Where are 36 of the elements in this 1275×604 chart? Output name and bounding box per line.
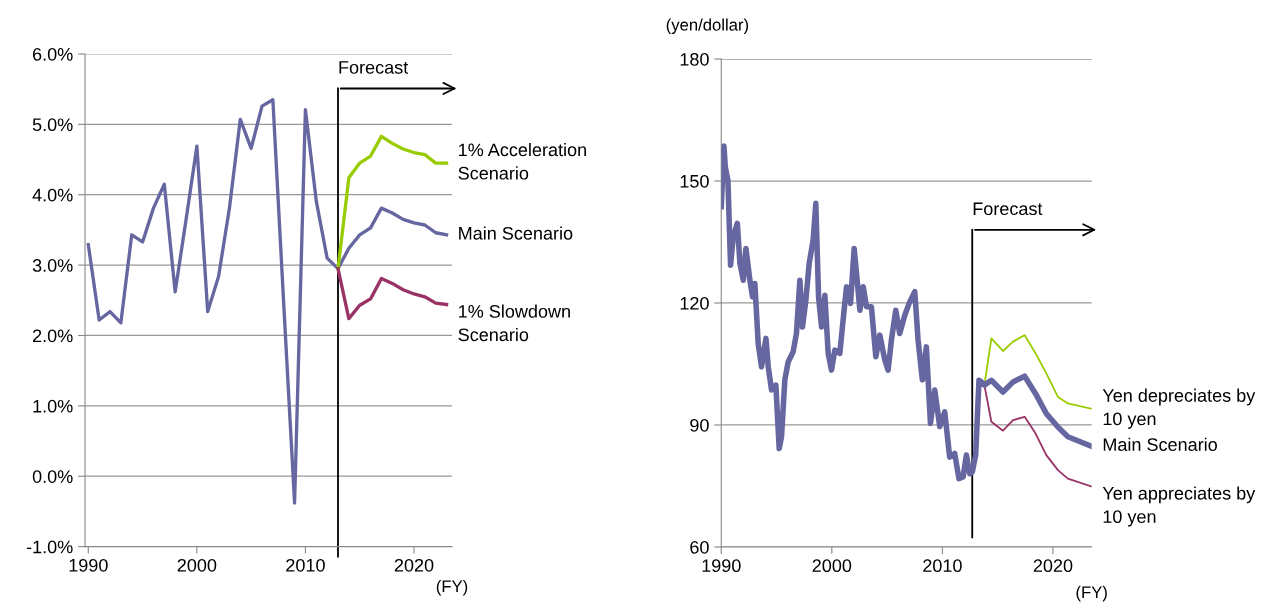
y-tick-label: 5.0% — [32, 118, 73, 132]
ref-line-label: Forecast — [339, 61, 409, 74]
x-tick-label: 1990 — [69, 558, 108, 572]
series-label: Main Scenario — [1103, 437, 1217, 451]
y-tick-label: 6.0% — [33, 47, 73, 61]
line-series — [86, 98, 449, 505]
x-tick-label: 2010 — [286, 558, 325, 572]
x-axis-title: (FY) — [436, 579, 468, 596]
x-tick-label: 2000 — [812, 559, 852, 573]
y-tick-label: 150 — [680, 174, 709, 188]
x-tick-label: 2000 — [177, 558, 217, 572]
x-tick-label: 2010 — [923, 559, 962, 573]
series-label: Yen depreciates by 10 yen — [1102, 388, 1256, 429]
x-axis-title: (FY) — [1076, 585, 1107, 602]
y-tick-label: 3.0% — [32, 259, 73, 272]
y-axis-title: (yen/dollar) — [666, 18, 749, 35]
x-tick-label: 2020 — [394, 558, 434, 572]
y-tick-label: 120 — [680, 296, 709, 310]
x-tick-label: 1990 — [702, 559, 741, 573]
ref-line-label: Forecast — [973, 202, 1043, 216]
y-tick-label: 180 — [680, 52, 709, 66]
series-label: 1% Acceleration Scenario — [458, 142, 586, 180]
series-label: Main Scenario — [459, 226, 573, 240]
y-tick-label: 60 — [690, 540, 709, 554]
y-tick-label: 4.0% — [32, 188, 73, 202]
line-series — [983, 334, 1092, 410]
x-tick-label: 2020 — [1033, 559, 1073, 573]
series-label: Yen appreciates by 10 yen — [1102, 486, 1256, 527]
y-tick-label: 90 — [690, 418, 709, 432]
series-label: 1% Slowdown Scenario — [458, 304, 570, 342]
y-tick-label: 0.0% — [32, 470, 73, 483]
y-tick-label: 2.0% — [32, 329, 73, 343]
line-series — [336, 134, 449, 271]
y-tick-label: -1.0% — [26, 540, 73, 554]
line-series — [336, 266, 449, 321]
y-tick-label: 1.0% — [33, 399, 73, 413]
